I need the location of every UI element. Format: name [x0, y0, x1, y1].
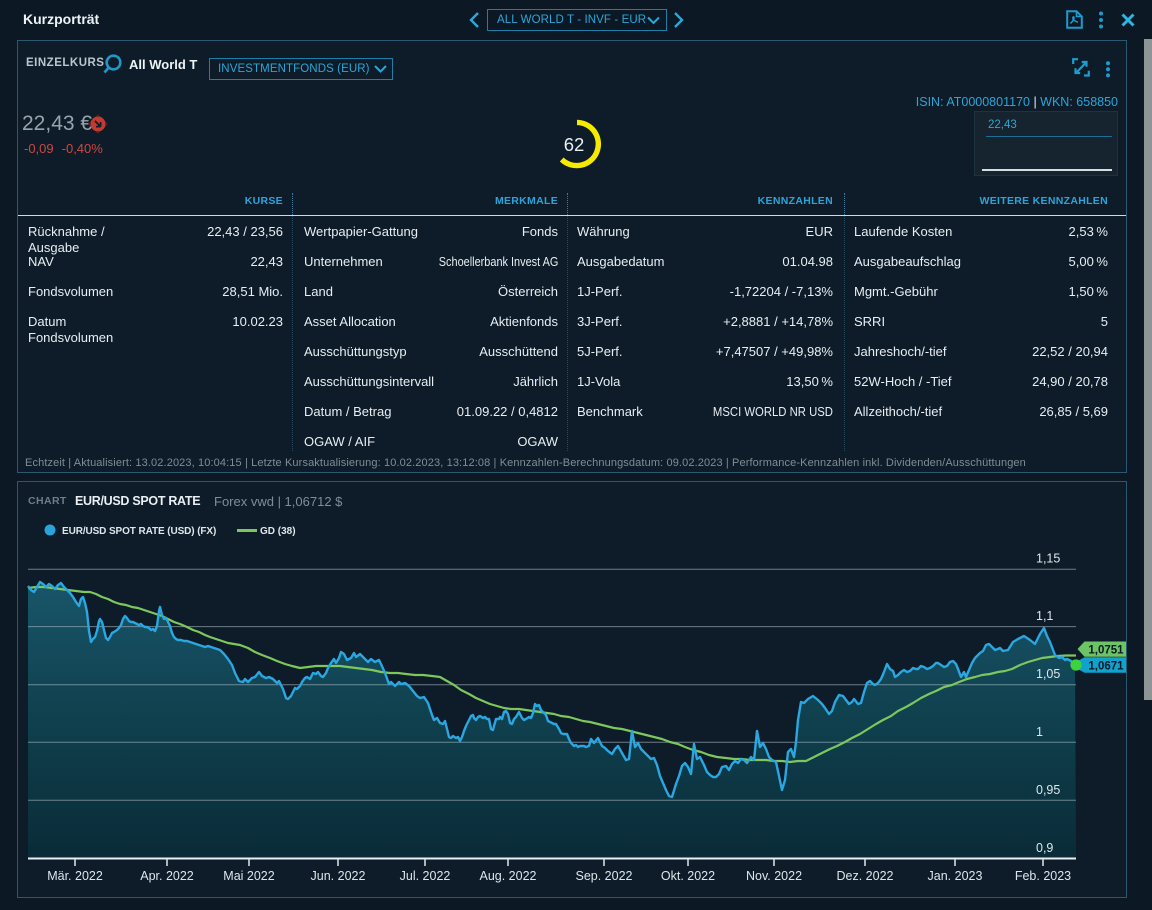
- svg-text:1: 1: [1036, 725, 1043, 739]
- svg-text:Jul. 2022: Jul. 2022: [400, 869, 451, 883]
- svg-text:Okt. 2022: Okt. 2022: [661, 869, 715, 883]
- svg-text:0,9: 0,9: [1036, 841, 1053, 855]
- svg-text:Nov. 2022: Nov. 2022: [746, 869, 802, 883]
- svg-text:1,15: 1,15: [1036, 552, 1060, 566]
- svg-text:Dez. 2022: Dez. 2022: [837, 869, 894, 883]
- svg-text:Mär. 2022: Mär. 2022: [47, 869, 103, 883]
- svg-text:0,95: 0,95: [1036, 783, 1060, 797]
- svg-text:Aug. 2022: Aug. 2022: [480, 869, 537, 883]
- svg-text:Apr. 2022: Apr. 2022: [140, 869, 194, 883]
- svg-text:1,0671: 1,0671: [1088, 660, 1124, 672]
- svg-text:Jan. 2023: Jan. 2023: [928, 869, 983, 883]
- svg-text:1,0751: 1,0751: [1088, 645, 1124, 657]
- svg-text:Feb. 2023: Feb. 2023: [1015, 869, 1071, 883]
- svg-text:Sep. 2022: Sep. 2022: [576, 869, 633, 883]
- svg-text:1,1: 1,1: [1036, 609, 1053, 623]
- svg-text:1,05: 1,05: [1036, 667, 1060, 681]
- svg-text:Jun. 2022: Jun. 2022: [311, 869, 366, 883]
- svg-text:Mai 2022: Mai 2022: [223, 869, 274, 883]
